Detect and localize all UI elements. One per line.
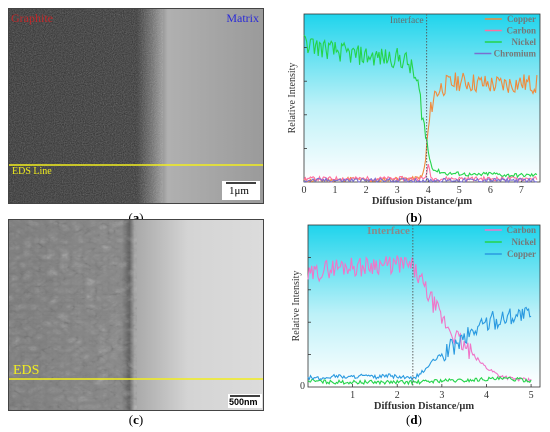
scale-bar-c-box xyxy=(228,394,262,408)
series-line-copper xyxy=(307,306,532,382)
legend-label: Carbon xyxy=(506,26,536,36)
micrograph-c-image xyxy=(9,220,263,410)
x-tick-label: 6 xyxy=(488,185,493,196)
scale-text-c: 500nm xyxy=(229,397,258,407)
y-tick-label: 0 xyxy=(300,381,305,392)
caption-d: (d) xyxy=(406,412,422,427)
plot-area xyxy=(303,13,541,183)
micrograph-a-image xyxy=(9,9,263,203)
matrix-label: Matrix xyxy=(226,11,259,25)
chart-d: 1 2 3 4 5 0 Diffusion Distance/μm Relative Inte… xyxy=(282,219,544,413)
series-line-carbon xyxy=(307,255,532,383)
x-axis-label: Diffusion Distance/μm xyxy=(374,401,474,412)
x-tick-label: 7 xyxy=(519,185,524,196)
x-tick-label: 1 xyxy=(333,185,338,196)
scale-text-a: 1μm xyxy=(229,185,249,197)
plot-area xyxy=(307,224,541,388)
scale-bar-a-box xyxy=(222,181,260,200)
y-axis-label: Relative Intensity xyxy=(291,271,302,342)
caption-c: (c) xyxy=(128,412,144,427)
series-line-chromium xyxy=(303,177,537,184)
eds-line-label-c: EDS xyxy=(13,363,40,378)
x-tick-label: 5 xyxy=(529,390,534,401)
legend-label: Nickel xyxy=(512,237,537,247)
legend-label: Carbon xyxy=(506,225,536,235)
x-tick-label: 4 xyxy=(484,390,489,401)
caption-a: (a) xyxy=(128,210,144,225)
series-line-nickel xyxy=(303,34,538,179)
graphite-label: Graphite xyxy=(11,11,53,25)
legend-label: Copper xyxy=(507,249,536,259)
interface-label: Interface xyxy=(390,15,424,26)
series-line-nickel xyxy=(307,376,532,386)
x-tick-label: 2 xyxy=(364,185,369,196)
legend-label: Chromium xyxy=(494,49,537,59)
micrograph-a: Graphite Matrix EDS Line 1μm xyxy=(8,8,264,204)
x-tick-label: 5 xyxy=(457,185,462,196)
x-tick-label: 0 xyxy=(302,185,307,196)
chart-d-svg: 1 2 3 4 5 0 Diffusion Distance/μm Relative Inte… xyxy=(291,224,541,412)
chart-b: 0 1 2 3 4 5 6 7 Diffusion Distance/μm Relative In… xyxy=(282,8,544,208)
y-axis-label: Relative Intensity xyxy=(287,63,298,134)
x-tick-label: 4 xyxy=(426,185,431,196)
interface-label: Interface xyxy=(367,225,410,237)
caption-b: (b) xyxy=(406,210,422,225)
x-tick-label: 3 xyxy=(439,390,444,401)
micrograph-c: EDS 500nm xyxy=(8,219,264,411)
x-tick-label: 3 xyxy=(395,185,400,196)
x-tick-label: 2 xyxy=(395,390,400,401)
eds-line-label-a: EDS Line xyxy=(12,166,52,177)
x-tick-label: 1 xyxy=(350,390,355,401)
chart-b-svg: 0 1 2 3 4 5 6 7 Diffusion Distance/μm Relative In… xyxy=(287,13,541,207)
legend-label: Nickel xyxy=(512,37,537,47)
legend-label: Copper xyxy=(507,14,536,24)
x-axis-label: Diffusion Distance/μm xyxy=(372,196,472,207)
